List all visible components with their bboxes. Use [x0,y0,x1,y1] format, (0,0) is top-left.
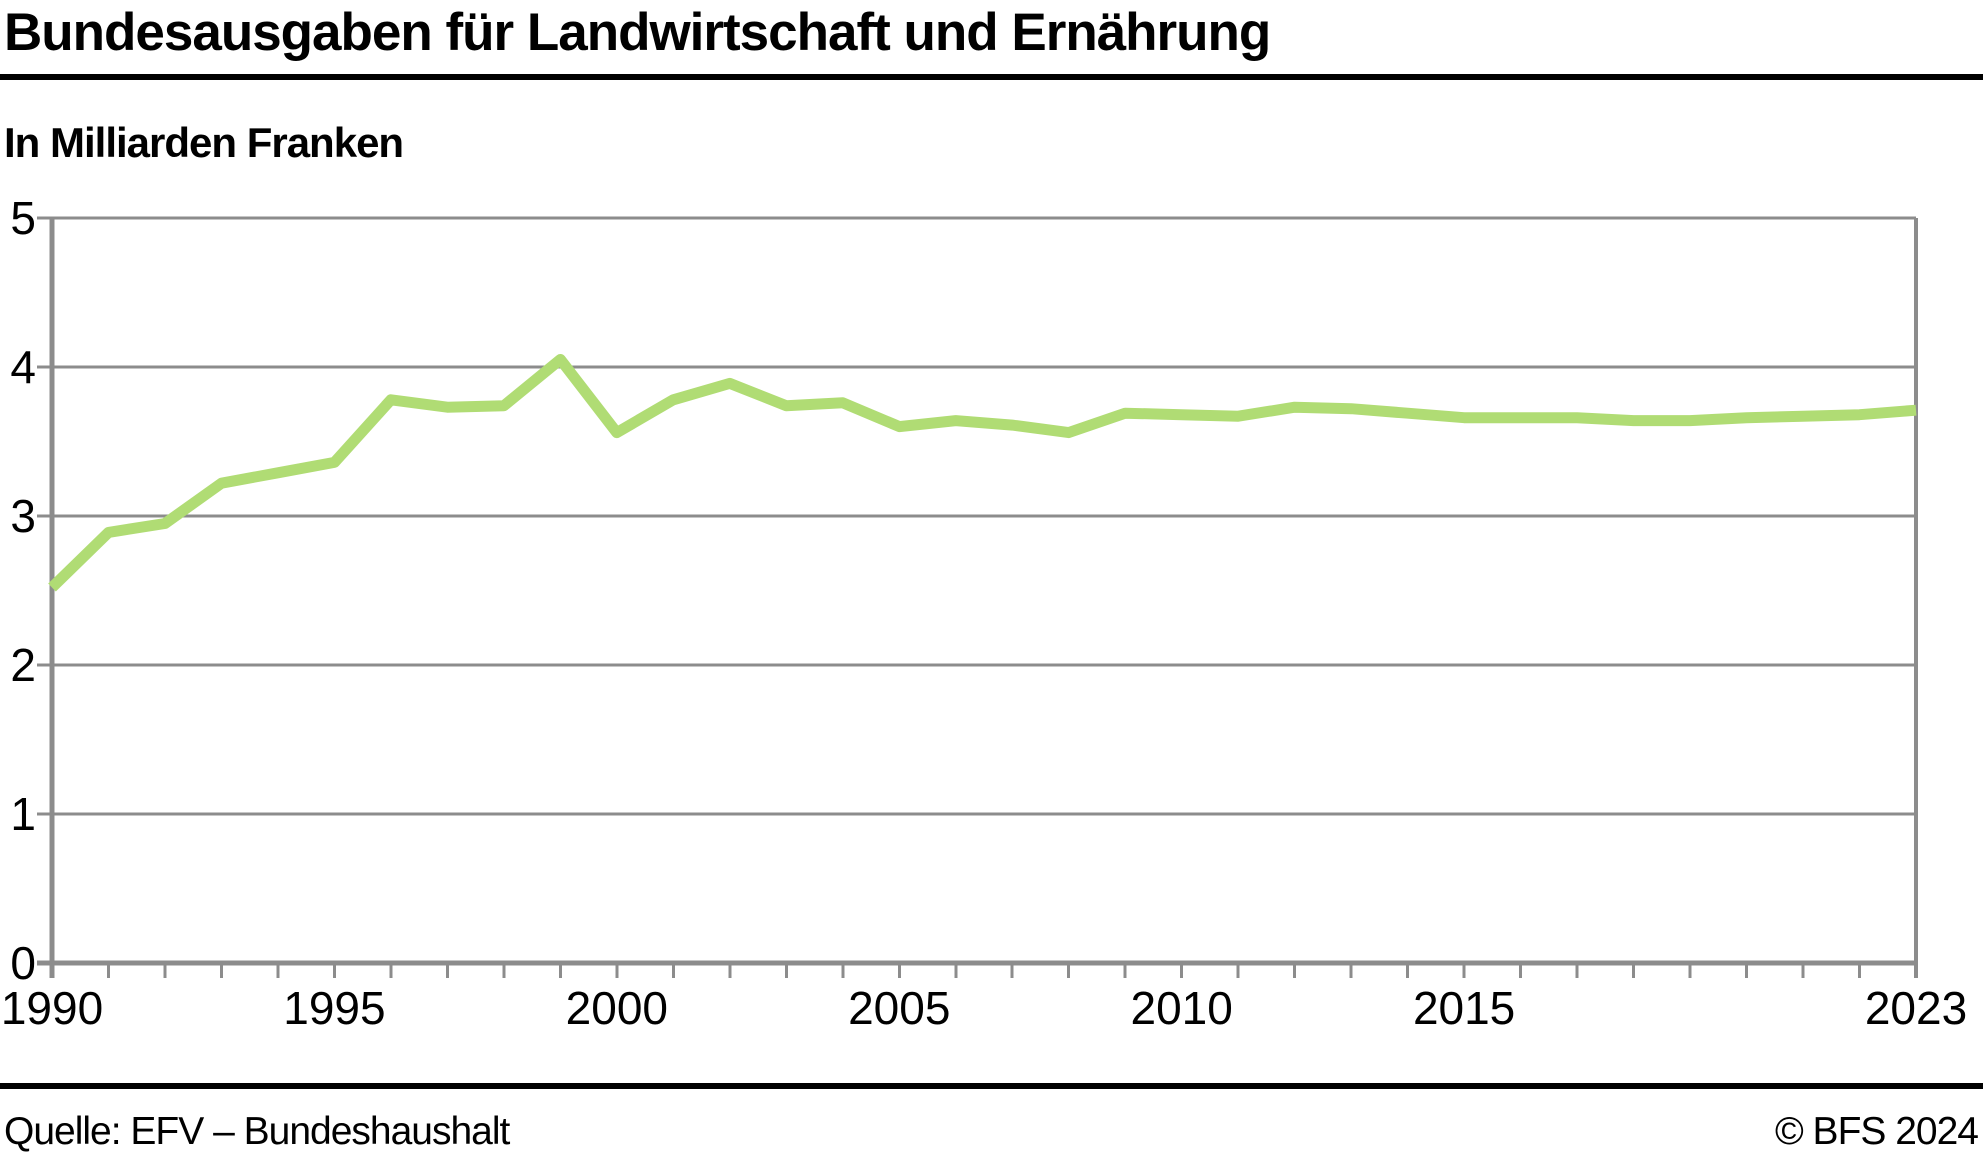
page-title: Bundesausgaben für Landwirtschaft und Er… [4,3,1271,62]
footer-rule [0,1083,1983,1089]
y-axis-label-4: 4 [10,341,36,393]
source-label: Quelle: EFV – Bundeshaushalt [4,1110,510,1153]
copyright-label: © BFS 2024 [1774,1110,1979,1153]
x-axis-label-2000: 2000 [566,982,668,1034]
x-axis-label-2023: 2023 [1865,982,1967,1034]
x-axis-label-1990: 1990 [1,982,103,1034]
x-axis-label-2015: 2015 [1413,982,1515,1034]
y-axis-label-5: 5 [10,192,36,244]
title-rule [0,74,1983,80]
chart-unit-label: In Milliarden Franken [4,119,404,166]
x-axis-label-2010: 2010 [1131,982,1233,1034]
x-axis-label-1995: 1995 [283,982,385,1034]
y-axis-label-2: 2 [10,639,36,691]
y-axis-label-1: 1 [10,788,36,840]
x-axis-label-2005: 2005 [848,982,950,1034]
y-axis-label-3: 3 [10,490,36,542]
y-axis-label-0: 0 [10,937,36,989]
data-line-expenditure [48,354,1917,592]
